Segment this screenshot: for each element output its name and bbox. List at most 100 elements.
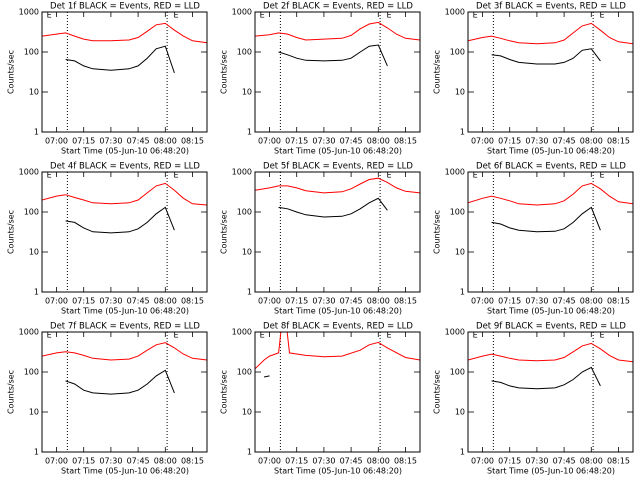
x-tick-label: 07:00: [471, 137, 494, 146]
y-tick-label: 1000: [445, 168, 465, 177]
x-tick-label: 07:00: [45, 137, 68, 146]
y-tick-label: 100: [237, 48, 252, 57]
x-tick-label: 07:15: [498, 457, 521, 466]
y-tick-label: 100: [24, 48, 39, 57]
plot-frame: [41, 331, 208, 453]
panel-title: Det 6f BLACK = Events, RED = LLD: [476, 162, 626, 172]
y-tick-label: 1: [34, 448, 39, 457]
y-tick-label: 1: [460, 288, 465, 297]
series-line: [468, 342, 633, 363]
y-axis-label: Counts/sec: [7, 370, 16, 414]
x-tick-label: 07:30: [99, 137, 122, 146]
panel: Det 9f BLACK = Events, RED = LLD Start Ti…: [433, 322, 634, 476]
y-axis-label: Counts/sec: [220, 370, 229, 414]
x-tick-label: 07:15: [72, 457, 95, 466]
annotation: E: [174, 331, 179, 340]
x-tick-label: 08:00: [367, 297, 390, 306]
y-tick-label: 1: [34, 288, 39, 297]
x-tick-label: 07:00: [45, 297, 68, 306]
x-tick-label: 07:00: [258, 457, 281, 466]
panel: Det 3f BLACK = Events, RED = LLD Start Ti…: [433, 2, 634, 156]
x-tick-label: 07:30: [312, 457, 335, 466]
x-tick-label: 08:15: [181, 457, 204, 466]
y-tick-label: 10: [29, 88, 39, 97]
y-tick-label: 100: [24, 208, 39, 217]
series-line: [65, 45, 175, 74]
annotation: E: [473, 331, 478, 340]
y-tick-label: 1: [247, 288, 252, 297]
plot-frame: [41, 171, 208, 293]
series-line: [42, 22, 207, 44]
annotation: E: [473, 171, 478, 180]
series-line: [255, 332, 420, 370]
x-tick-label: 07:00: [258, 137, 281, 146]
series-line: [468, 22, 633, 45]
panel-title: Det 4f BLACK = Events, RED = LLD: [50, 162, 200, 172]
x-axis-label: Start Time (05-Jun-10 06:48:20): [274, 307, 402, 316]
x-tick-label: 07:15: [285, 137, 308, 146]
series-line: [255, 21, 420, 41]
x-tick-label: 08:00: [154, 457, 177, 466]
series-line: [42, 182, 207, 206]
y-tick-label: 1000: [19, 8, 39, 17]
x-tick-label: 08:00: [367, 457, 390, 466]
panel: Det 4f BLACK = Events, RED = LLD Start Ti…: [7, 162, 208, 316]
panel-title: Det 1f BLACK = Events, RED = LLD: [50, 2, 200, 12]
x-tick-label: 07:30: [525, 297, 548, 306]
y-tick-label: 1: [460, 448, 465, 457]
x-tick-label: 07:00: [471, 457, 494, 466]
y-tick-label: 10: [242, 248, 252, 257]
panel-title: Det 8f BLACK = Events, RED = LLD: [263, 322, 413, 332]
x-tick-label: 07:15: [72, 297, 95, 306]
x-axis-label: Start Time (05-Jun-10 06:48:20): [61, 467, 189, 476]
x-tick-label: 07:30: [525, 137, 548, 146]
y-tick-label: 1000: [19, 328, 39, 337]
annotation: E: [387, 331, 392, 340]
annotation: E: [473, 11, 478, 20]
annotation: E: [387, 171, 392, 180]
plot-frame: [254, 331, 421, 453]
x-tick-label: 07:00: [471, 297, 494, 306]
y-tick-label: 10: [242, 408, 252, 417]
annotation: E: [260, 11, 265, 20]
panel: Det 7f BLACK = Events, RED = LLD Start Ti…: [7, 322, 208, 476]
x-tick-label: 08:15: [607, 297, 630, 306]
panel: Det 6f BLACK = Events, RED = LLD Start Ti…: [433, 162, 634, 316]
annotation: E: [387, 11, 392, 20]
y-tick-label: 1: [247, 128, 252, 137]
x-tick-label: 08:00: [580, 457, 603, 466]
series-line: [42, 342, 207, 361]
y-tick-label: 10: [29, 408, 39, 417]
x-axis-label: Start Time (05-Jun-10 06:48:20): [274, 147, 402, 156]
plot-frame: [41, 11, 208, 133]
x-tick-label: 07:15: [498, 137, 521, 146]
x-tick-label: 08:15: [181, 297, 204, 306]
x-tick-label: 08:15: [394, 457, 417, 466]
y-axis-label: Counts/sec: [433, 210, 442, 254]
plot-frame: [467, 331, 634, 453]
x-tick-label: 07:45: [553, 457, 576, 466]
x-tick-label: 07:45: [553, 297, 576, 306]
y-tick-label: 10: [455, 408, 465, 417]
x-tick-label: 07:30: [99, 457, 122, 466]
x-axis-label: Start Time (05-Jun-10 06:48:20): [61, 147, 189, 156]
panel-title: Det 7f BLACK = Events, RED = LLD: [50, 322, 200, 332]
x-tick-label: 07:15: [285, 297, 308, 306]
series-line: [264, 375, 270, 378]
plot-frame: [467, 171, 634, 293]
y-tick-label: 10: [455, 88, 465, 97]
annotation: E: [600, 331, 605, 340]
x-axis-label: Start Time (05-Jun-10 06:48:20): [487, 147, 615, 156]
x-axis-label: Start Time (05-Jun-10 06:48:20): [61, 307, 189, 316]
y-tick-label: 10: [455, 248, 465, 257]
plot-frame: [254, 171, 421, 293]
y-tick-label: 1: [247, 448, 252, 457]
y-tick-label: 10: [242, 88, 252, 97]
series-line: [65, 369, 175, 395]
plot-frame: [254, 11, 421, 133]
x-tick-label: 07:15: [72, 137, 95, 146]
panel: Det 8f BLACK = Events, RED = LLD Start Ti…: [220, 322, 421, 476]
y-tick-label: 1000: [445, 328, 465, 337]
x-tick-label: 08:00: [367, 137, 390, 146]
panel: Det 1f BLACK = Events, RED = LLD Start Ti…: [7, 2, 208, 156]
